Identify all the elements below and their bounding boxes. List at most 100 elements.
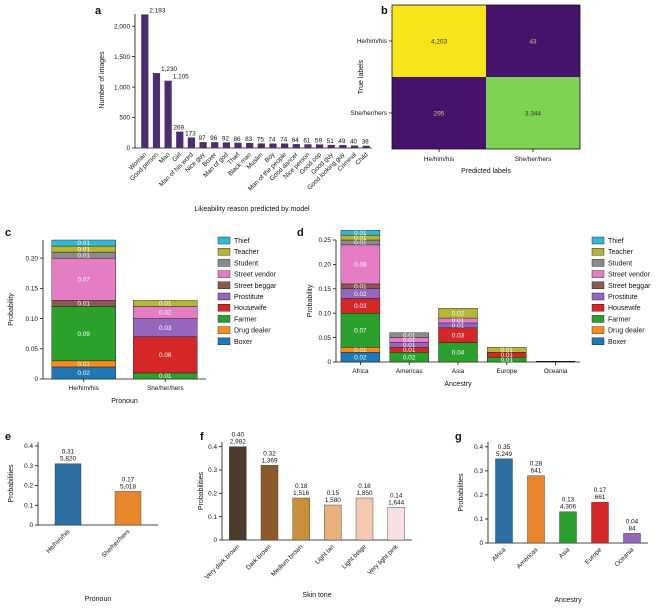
bar — [211, 142, 219, 148]
stack-segment — [133, 336, 198, 374]
heatmap-cell — [486, 77, 580, 149]
count-label: 5,820 — [60, 456, 76, 463]
data-label: 83 — [245, 136, 253, 143]
bar — [164, 80, 172, 148]
x-tick-label: Africa — [352, 368, 369, 375]
x-tick-label: Asia — [558, 546, 572, 560]
data-label: 61 — [303, 137, 311, 144]
x-axis-label: Pronoun — [111, 398, 138, 405]
data-label: 0.35 — [498, 444, 511, 451]
y-tick-label: 0.2 — [474, 492, 483, 499]
segment-label: 0.03 — [159, 325, 172, 332]
data-label: 269 — [173, 125, 184, 132]
x-tick-label: Medium brown — [270, 543, 305, 578]
x-axis-label: Likeability reason predicted by model — [194, 206, 310, 213]
bar — [222, 142, 230, 148]
y-tick-label: 0.05 — [26, 346, 39, 353]
legend-swatch — [591, 247, 605, 256]
bar — [324, 504, 342, 541]
legend-swatch — [217, 236, 231, 245]
stack-segment — [536, 361, 576, 362]
heatmap-frame — [391, 4, 581, 150]
legend-label: Student — [608, 260, 632, 267]
stack-segment — [340, 230, 381, 236]
segment-label: 0.02 — [354, 291, 367, 298]
y-axis-label: Probabilities — [8, 464, 15, 503]
panel-b-chart: 4,203 43 295 3,344 He/him/his She/her/hers He/… — [350, 4, 581, 175]
bar — [260, 465, 279, 541]
legend-label: Street vendor — [608, 272, 651, 279]
count-label: 2,982 — [230, 439, 246, 446]
segment-label: 0.02 — [159, 310, 172, 317]
x-axis-label: Skin tone — [302, 592, 331, 599]
legend-label: Street vendor — [234, 272, 277, 279]
x-tick-label: Light beige — [341, 543, 368, 570]
x-tick-label: Oceania — [614, 546, 636, 568]
segment-label: 0.09 — [78, 331, 91, 338]
x-tick-label: Very light pink — [366, 543, 400, 577]
bar — [304, 144, 312, 148]
count-label: 5,249 — [496, 451, 512, 458]
bar — [355, 497, 374, 541]
y-tick-label: 0.10 — [319, 310, 332, 317]
bar — [141, 14, 149, 149]
y-tick-label: 0.3 — [24, 463, 33, 470]
bar — [339, 145, 347, 148]
y-tick-label: 0 — [126, 145, 130, 152]
legend-label: Boxer — [608, 339, 627, 346]
count-label: 661 — [595, 494, 606, 501]
bar — [327, 144, 335, 148]
x-tick-label: Very dark brown — [204, 543, 242, 581]
x-tick-label: Americas — [516, 546, 540, 570]
segment-label: 0.01 — [403, 332, 416, 339]
panel-letter-c: c — [5, 227, 11, 239]
x-tick-label: Oceania — [544, 368, 568, 375]
segment-label: 0.02 — [403, 354, 416, 361]
cell-value: 295 — [434, 111, 445, 118]
y-tick-label: 0 — [34, 376, 38, 383]
legend-label: Drug dealer — [608, 328, 645, 335]
data-label: 0.15 — [327, 490, 340, 497]
legend-swatch — [591, 304, 605, 312]
count-label: 4,306 — [560, 504, 576, 511]
bar — [495, 458, 513, 544]
segment-label: 0.01 — [78, 240, 91, 247]
data-label: 40 — [350, 139, 358, 146]
y-tick-label: 0.05 — [319, 335, 332, 342]
legend-swatch — [591, 259, 605, 267]
count-label: 1,369 — [262, 457, 278, 464]
bar — [229, 446, 247, 541]
data-label: 173 — [185, 130, 196, 137]
heatmap-cell — [392, 77, 486, 149]
y-tick-label: 0.3 — [474, 468, 483, 475]
segment-label: 0.02 — [354, 354, 367, 361]
bar — [623, 533, 641, 544]
segment-label: 0.07 — [78, 276, 91, 283]
x-axis-label: Predicted labels — [461, 168, 511, 175]
y-tick-label: 0.4 — [474, 444, 483, 451]
stack-segment — [340, 313, 381, 348]
y-axis-label: True labels — [358, 59, 365, 94]
data-label: 0.32 — [263, 450, 276, 457]
panel-d-chart: 00.050.100.150.200.250.020.010.070.030.0… — [307, 230, 651, 388]
y-tick-label: 0.4 — [208, 444, 217, 451]
legend-swatch — [217, 292, 231, 301]
y-axis-label: Probability — [8, 293, 15, 326]
y-tick-label: 0.10 — [26, 316, 39, 323]
x-axis-label: Ancestry — [444, 381, 472, 388]
data-label: 0.04 — [626, 518, 639, 525]
bar — [362, 145, 370, 148]
y-tick-label: 2,000 — [114, 23, 130, 30]
segment-label: 0.02 — [78, 370, 91, 377]
segment-label: 0.01 — [403, 342, 416, 349]
data-label: 51 — [327, 138, 335, 145]
segment-label: 0.03 — [452, 332, 465, 339]
bar — [152, 73, 161, 148]
legend-label: Boxer — [234, 339, 253, 346]
data-label: 86 — [233, 136, 241, 143]
stack-segment — [389, 332, 429, 338]
heatmap-cell — [392, 5, 486, 77]
bar — [257, 143, 265, 148]
legend-swatch — [217, 259, 231, 267]
y-tick-label: 0 — [479, 540, 483, 547]
